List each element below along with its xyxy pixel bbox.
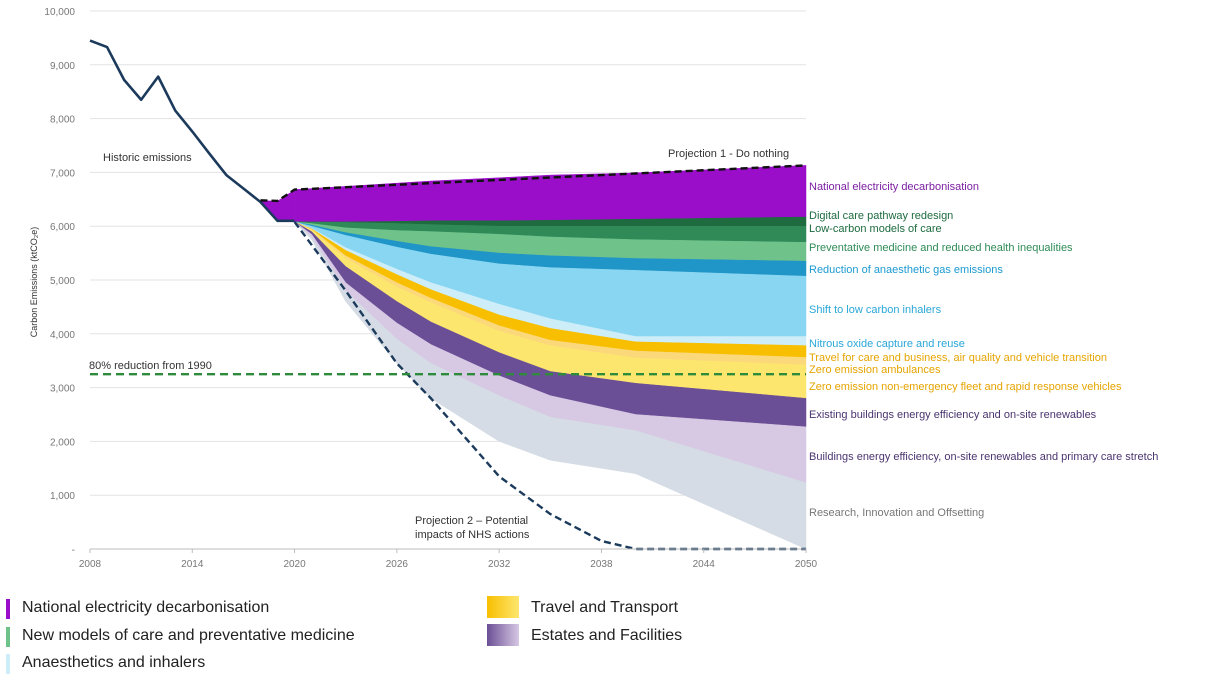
projection-2-label-line-1: Projection 2 – Potential [415, 515, 528, 527]
band-electricity-start [260, 189, 295, 222]
x-tick-label: 2026 [386, 559, 409, 570]
y-axis-label: Carbon Emissions (ktCO₂e) [29, 227, 39, 338]
y-tick-label: 8,000 [50, 115, 75, 126]
projection-2-line [293, 221, 806, 551]
band-0 [294, 165, 807, 223]
band-label-11: Buildings energy efficiency, on-site ren… [809, 451, 1158, 463]
projection-1-line [260, 164, 807, 203]
reduction-line-label: 80% reduction from 1990 [89, 360, 212, 372]
band-label-5: Shift to low carbon inhalers [809, 304, 942, 316]
band-label-12: Research, Innovation and Offsetting [809, 507, 984, 519]
x-tick-label: 2044 [693, 559, 716, 570]
y-tick-label: - [72, 545, 75, 556]
y-tick-label: 1,000 [50, 491, 75, 502]
legend-swatch [487, 596, 519, 618]
historic-emissions-line [89, 39, 295, 223]
y-tick-label: 4,000 [50, 330, 75, 341]
legend-swatch [487, 624, 519, 646]
x-tick-label: 2008 [79, 559, 102, 570]
historic-emissions-label: Historic emissions [103, 152, 192, 164]
band-label-0: National electricity decarbonisation [809, 181, 979, 193]
band-label-6: Nitrous oxide capture and reuse [809, 338, 965, 350]
legend-label: Anaesthetics and inhalers [22, 654, 206, 671]
y-tick-label: 7,000 [50, 168, 75, 179]
band-label-9: Zero emission non-emergency fleet and ra… [809, 381, 1122, 393]
legend-swatch [6, 627, 10, 647]
series-lines [89, 39, 807, 551]
legend-label: Estates and Facilities [531, 627, 683, 644]
y-tick-label: 5,000 [50, 276, 75, 287]
y-tick-label: 6,000 [50, 222, 75, 233]
x-tick-label: 2050 [795, 559, 818, 570]
axes: - 1,000 2,000 3,000 4,000 5,000 6,000 7,000 8,00… [44, 7, 817, 570]
legend-swatch [6, 654, 10, 674]
y-tick-label: 9,000 [50, 61, 75, 72]
legend-label: National electricity decarbonisation [22, 599, 270, 616]
projection-2-label-line-2: impacts of NHS actions [415, 529, 530, 541]
x-tick-label: 2014 [181, 559, 204, 570]
x-tick-label: 2038 [590, 559, 613, 570]
y-tick-label: 10,000 [44, 7, 75, 18]
band-label-4: Reduction of anaesthetic gas emissions [809, 264, 1003, 276]
y-tick-label: 3,000 [50, 384, 75, 395]
reduction-bands [260, 165, 807, 550]
legend-label: Travel and Transport [531, 599, 679, 616]
y-tick-label: 2,000 [50, 437, 75, 448]
band-label-7: Travel for care and business, air qualit… [809, 352, 1107, 364]
emissions-chart: - 1,000 2,000 3,000 4,000 5,000 6,000 7,000 8,00… [29, 7, 1158, 570]
legend-label: New models of care and preventative medi… [22, 627, 355, 644]
x-tick-label: 2020 [283, 559, 306, 570]
band-label-3: Preventative medicine and reduced health… [809, 242, 1073, 254]
band-label-8: Zero emission ambulances [809, 364, 941, 376]
band-label-2: Low-carbon models of care [809, 223, 942, 235]
projection-1-label: Projection 1 - Do nothing [668, 148, 789, 160]
band-label-10: Existing buildings energy efficiency and… [809, 409, 1097, 421]
band-label-1: Digital care pathway redesign [809, 210, 953, 222]
x-tick-label: 2032 [488, 559, 511, 570]
legend-swatch [6, 599, 10, 619]
band-labels: National electricity decarbonisation Digi… [809, 181, 1158, 519]
band-12 [294, 221, 807, 550]
